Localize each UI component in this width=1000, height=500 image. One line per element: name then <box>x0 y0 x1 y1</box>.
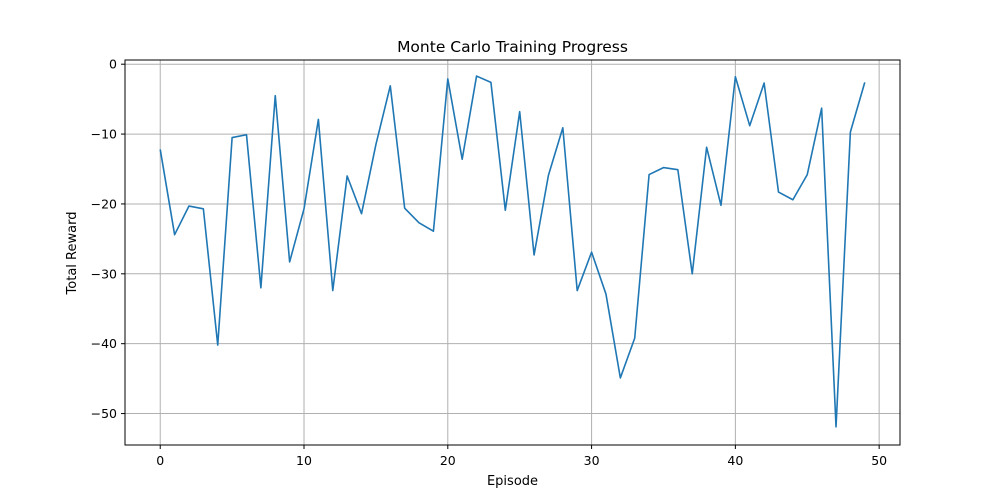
y-tick-label: −40 <box>91 336 117 351</box>
y-tick-label: −50 <box>91 406 117 421</box>
x-tick-label: 40 <box>727 453 743 468</box>
x-tick-label: 50 <box>871 453 887 468</box>
y-tick-label: 0 <box>109 57 117 72</box>
y-tick-label: −20 <box>91 196 117 211</box>
y-axis-ticks: 0 −10 −20 −30 −40 −50 <box>91 57 125 421</box>
x-tick-label: 30 <box>584 453 600 468</box>
x-tick-label: 0 <box>156 453 164 468</box>
grid-lines <box>125 60 900 445</box>
chart-title: Monte Carlo Training Progress <box>397 38 628 56</box>
x-tick-label: 10 <box>296 453 312 468</box>
x-axis-ticks: 0 10 20 30 40 50 <box>156 445 887 468</box>
x-axis-title: Episode <box>487 474 538 489</box>
y-axis-title: Total Reward <box>65 212 80 296</box>
series-group <box>159 75 866 428</box>
y-tick-label: −30 <box>91 266 117 281</box>
y-tick-label: −10 <box>91 127 117 142</box>
x-tick-label: 20 <box>440 453 456 468</box>
series-line <box>159 75 866 428</box>
plot-frame <box>124 59 901 446</box>
